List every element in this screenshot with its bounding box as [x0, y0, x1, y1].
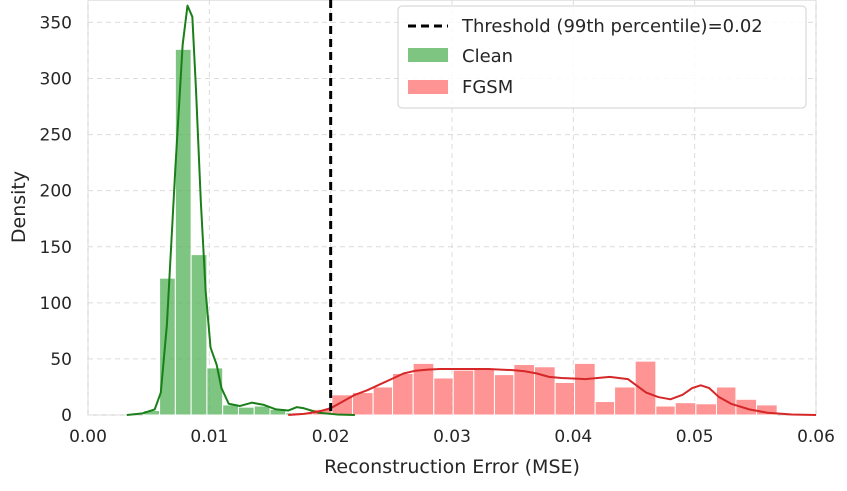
x-tick-label: 0.00: [69, 427, 107, 447]
legend-clean-swatch: [408, 48, 448, 62]
fgsm-histogram-bar: [695, 403, 718, 416]
x-axis-label: Reconstruction Error (MSE): [324, 456, 580, 478]
clean-histogram-bar: [222, 404, 239, 416]
fgsm-histogram-bar: [655, 405, 676, 416]
clean-histogram-bar: [237, 406, 255, 416]
legend-clean-label: Clean: [462, 46, 513, 67]
clean-histogram-bar: [190, 254, 208, 416]
fgsm-histogram-bar: [433, 377, 454, 416]
clean-kde-curve: [126, 4, 355, 416]
fgsm-histogram-bar: [594, 401, 616, 416]
fgsm-kde-curve: [288, 368, 817, 416]
y-tick-label: 100: [40, 294, 72, 314]
x-tick-label: 0.06: [797, 427, 835, 447]
y-tick-label: 200: [40, 182, 72, 202]
y-tick-label: 50: [50, 350, 72, 370]
y-axis-label: Density: [8, 171, 30, 243]
x-tick-label: 0.04: [554, 427, 592, 447]
y-tick-label: 150: [40, 238, 72, 258]
legend-fgsm-swatch: [408, 80, 448, 94]
x-tick-label: 0.03: [433, 427, 471, 447]
y-tick-label: 300: [40, 70, 72, 90]
fgsm-histogram-bar: [352, 392, 374, 416]
y-tick-label: 250: [40, 126, 72, 146]
kde-curves: [126, 4, 817, 416]
legend: Threshold (99th percentile)=0.02 Clean F…: [397, 5, 807, 109]
fgsm-histogram-bar: [614, 386, 636, 416]
fgsm-histogram-bar: [574, 362, 596, 416]
y-tick-label: 350: [40, 13, 72, 33]
legend-box: [397, 5, 807, 109]
x-tick-label: 0.01: [190, 427, 228, 447]
fgsm-histogram-bar: [473, 368, 495, 416]
y-axis-ticks: 0 50 100 150 200 250 300 350: [40, 13, 72, 426]
fgsm-histogram-bar: [554, 381, 576, 416]
clean-histogram-bar: [206, 367, 224, 416]
fgsm-histogram-bar: [372, 386, 394, 416]
x-tick-label: 0.05: [676, 427, 714, 447]
fgsm-histogram-bar: [392, 373, 414, 416]
fgsm-histogram-bar: [493, 374, 515, 416]
fgsm-histogram-bar: [634, 360, 657, 416]
y-tick-label: 0: [61, 406, 72, 426]
x-tick-label: 0.02: [312, 427, 350, 447]
legend-threshold-label: Threshold (99th percentile)=0.02: [461, 16, 763, 37]
fgsm-histogram-bar: [674, 402, 697, 416]
fgsm-histogram-bar: [452, 369, 475, 416]
clean-histogram-bar: [253, 405, 271, 416]
legend-fgsm-label: FGSM: [462, 77, 513, 98]
x-axis-ticks: 0.00 0.01 0.02 0.03 0.04 0.05 0.06: [69, 427, 835, 447]
clean-histogram-bar: [174, 48, 192, 416]
